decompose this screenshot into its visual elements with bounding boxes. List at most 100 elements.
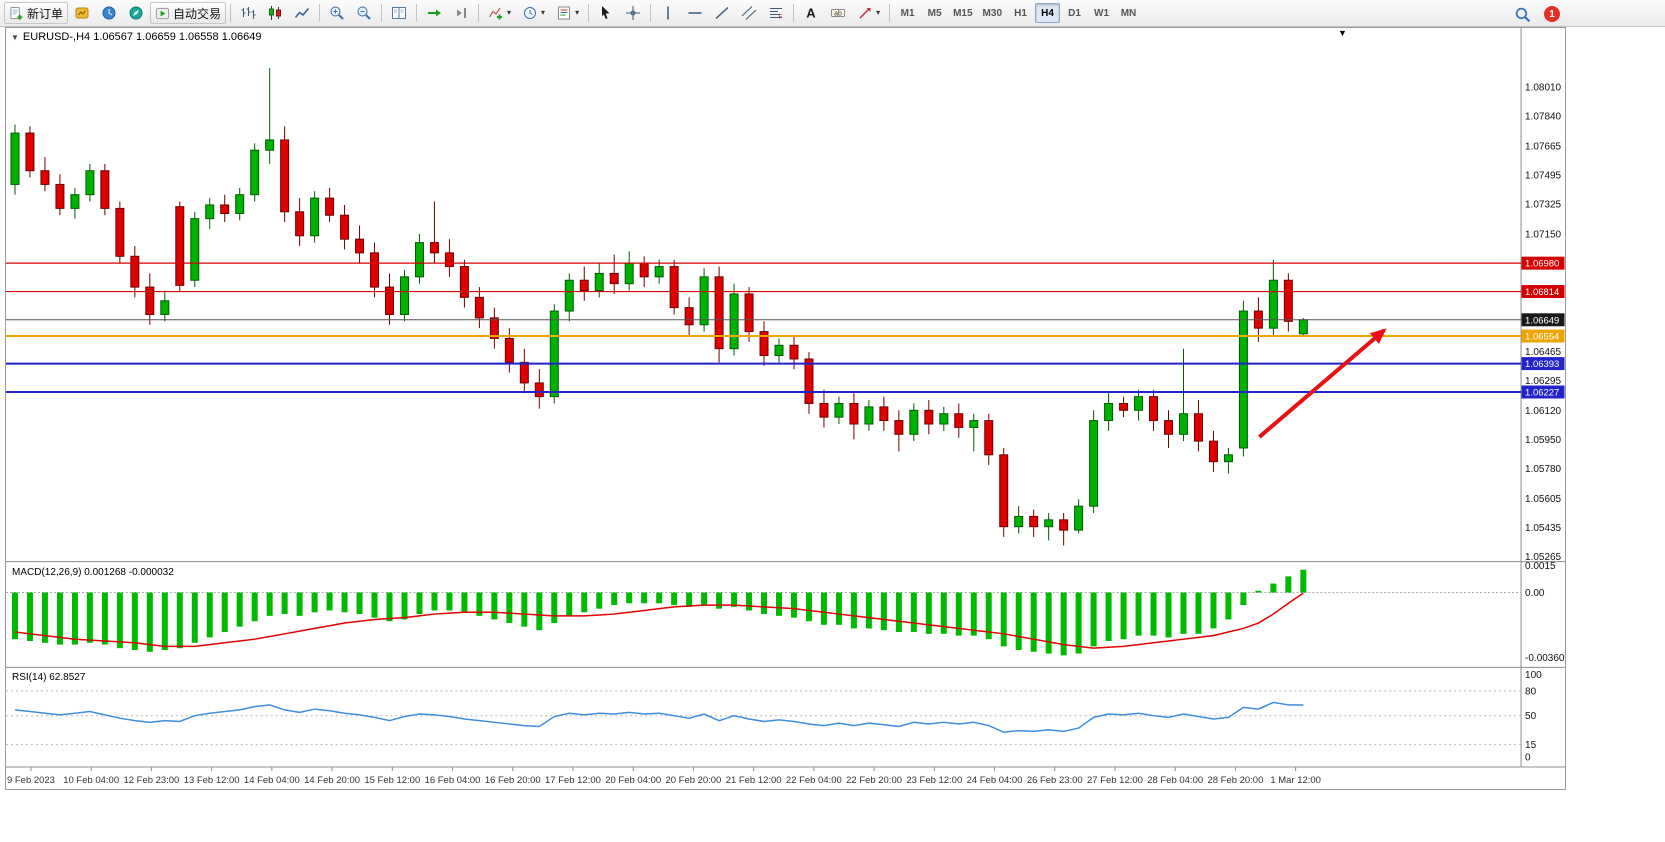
autotrade-button[interactable]: 自动交易 (150, 2, 227, 24)
svg-text:20 Feb 04:00: 20 Feb 04:00 (605, 775, 661, 786)
chevron-down-icon: ▾ (575, 8, 580, 17)
periods-icon (522, 5, 538, 21)
svg-text:1.06465: 1.06465 (1525, 347, 1562, 358)
svg-text:1.07665: 1.07665 (1525, 141, 1562, 152)
vertical-line-tool-button[interactable] (655, 2, 681, 24)
svg-text:0: 0 (1525, 753, 1531, 764)
zoom-out-icon (356, 5, 372, 21)
bar-chart-icon (240, 5, 256, 21)
new-order-button[interactable]: 新订单 (4, 2, 69, 24)
svg-text:1.07495: 1.07495 (1525, 171, 1562, 182)
timeframe-m5-button[interactable]: M5 (922, 3, 947, 23)
svg-text:1.05265: 1.05265 (1525, 552, 1562, 563)
svg-text:1.07840: 1.07840 (1525, 111, 1562, 122)
equidistant-channel-icon (741, 5, 757, 21)
zoom-in-button[interactable] (324, 2, 350, 24)
notification-badge[interactable]: 1 (1544, 6, 1560, 22)
timeframe-h4-button[interactable]: H4 (1035, 3, 1060, 23)
timeframe-h1-button[interactable]: H1 (1008, 3, 1033, 23)
toolbar-separator (588, 4, 590, 22)
price-level-lines[interactable] (6, 262, 1522, 394)
rsi-value: 62.8527 (49, 672, 86, 683)
timeframe-d1-button[interactable]: D1 (1062, 3, 1087, 23)
tile-windows-icon (391, 5, 407, 21)
svg-text:26 Feb 23:00: 26 Feb 23:00 (1027, 775, 1083, 786)
ohlc-close: 1.06649 (221, 31, 262, 43)
indicators-icon (488, 5, 504, 21)
chart-shift-button[interactable] (448, 2, 474, 24)
timeframe-m30-button[interactable]: M30 (979, 3, 1006, 23)
bar-chart-button[interactable] (235, 2, 261, 24)
templates-button[interactable]: ▾ (551, 2, 584, 24)
zoom-in-icon (329, 5, 345, 21)
date-axis[interactable]: 9 Feb 2023 10 Feb 04:00 12 Feb 23:00 13 Feb… (7, 767, 1321, 786)
cursor-button[interactable] (593, 2, 619, 24)
timeframe-w1-button[interactable]: W1 (1089, 3, 1114, 23)
market-watch-button[interactable] (96, 2, 122, 24)
tile-windows-button[interactable] (386, 2, 412, 24)
trendline-icon (714, 5, 730, 21)
indicators-button[interactable]: ▾ (483, 2, 516, 24)
crosshair-button[interactable] (620, 2, 646, 24)
autotrade-icon (155, 6, 170, 21)
window-marker-icon: ▼ (1338, 28, 1347, 38)
text-label-tool-button[interactable]: ab (825, 2, 851, 24)
svg-text:22 Feb 20:00: 22 Feb 20:00 (846, 775, 902, 786)
chart-shift-icon (453, 5, 469, 21)
price-axis[interactable]: 1.08010 1.07840 1.07665 1.07495 1.07325 1.071… (1521, 82, 1565, 563)
macd-main-value: 0.001268 (84, 567, 126, 578)
one-click-trading-collapse-icon[interactable]: ▼ (11, 33, 19, 42)
svg-text:0.00: 0.00 (1525, 588, 1545, 599)
toolbar-separator (650, 4, 652, 22)
trendline-tool-button[interactable] (709, 2, 735, 24)
timeframe-mn-button[interactable]: MN (1116, 3, 1141, 23)
auto-scroll-icon (426, 5, 442, 21)
svg-text:21 Feb 12:00: 21 Feb 12:00 (726, 775, 782, 786)
toolbar: 新订单 自动交易 (0, 0, 1665, 27)
toolbar-right-cluster: 1 (1510, 3, 1560, 25)
zoom-out-button[interactable] (351, 2, 377, 24)
chart-title-bar: ▼ EURUSD-,H4 1.06567 1.06659 1.06558 1.06… (11, 31, 261, 43)
macd-name: MACD(12,26,9) (12, 567, 82, 578)
annotation-arrow[interactable] (1258, 328, 1387, 439)
timeframe-m1-button[interactable]: M1 (895, 3, 920, 23)
candles-layer (10, 68, 1308, 546)
svg-text:1 Mar 12:00: 1 Mar 12:00 (1270, 775, 1321, 786)
rsi-name: RSI(14) (12, 672, 47, 683)
cursor-icon (598, 5, 614, 21)
search-button[interactable] (1510, 3, 1534, 25)
svg-text:15 Feb 12:00: 15 Feb 12:00 (364, 775, 420, 786)
line-chart-button[interactable] (289, 2, 315, 24)
navigator-button[interactable] (123, 2, 149, 24)
auto-scroll-button[interactable] (421, 2, 447, 24)
new-order-label: 新订单 (27, 6, 64, 21)
market-watch-icon (101, 5, 117, 21)
shapes-arrows-button[interactable]: ▾ (852, 2, 885, 24)
chart-canvas[interactable]: 1.08010 1.07840 1.07665 1.07495 1.07325 1.071… (6, 28, 1565, 789)
svg-text:22 Feb 04:00: 22 Feb 04:00 (786, 775, 842, 786)
svg-text:1.07325: 1.07325 (1525, 200, 1562, 211)
svg-text:16 Feb 04:00: 16 Feb 04:00 (425, 775, 481, 786)
timeframe-m15-button[interactable]: M15 (949, 3, 976, 23)
svg-text:27 Feb 12:00: 27 Feb 12:00 (1087, 775, 1143, 786)
svg-text:13 Feb 12:00: 13 Feb 12:00 (184, 775, 240, 786)
toolbar-separator (416, 4, 418, 22)
svg-text:9 Feb 2023: 9 Feb 2023 (7, 775, 55, 786)
channel-tool-button[interactable] (736, 2, 762, 24)
fibonacci-icon: F (768, 5, 784, 21)
navigator-icon (128, 5, 144, 21)
fibonacci-tool-button[interactable]: F (763, 2, 789, 24)
svg-text:ab: ab (834, 11, 842, 18)
svg-text:1.06814: 1.06814 (1525, 287, 1559, 298)
candlestick-chart-button[interactable] (262, 2, 288, 24)
chart-profiles-button[interactable] (69, 2, 95, 24)
svg-text:12 Feb 23:00: 12 Feb 23:00 (123, 775, 179, 786)
svg-text:1.05435: 1.05435 (1525, 523, 1562, 534)
macd-pane: 0.0015 0.00 -0.003609 (6, 561, 1565, 664)
text-tool-button[interactable]: A (798, 2, 824, 24)
horizontal-line-tool-button[interactable] (682, 2, 708, 24)
periods-button[interactable]: ▾ (517, 2, 550, 24)
svg-text:0.0015: 0.0015 (1525, 561, 1556, 572)
chevron-down-icon: ▾ (541, 8, 546, 17)
svg-text:F: F (779, 15, 783, 21)
